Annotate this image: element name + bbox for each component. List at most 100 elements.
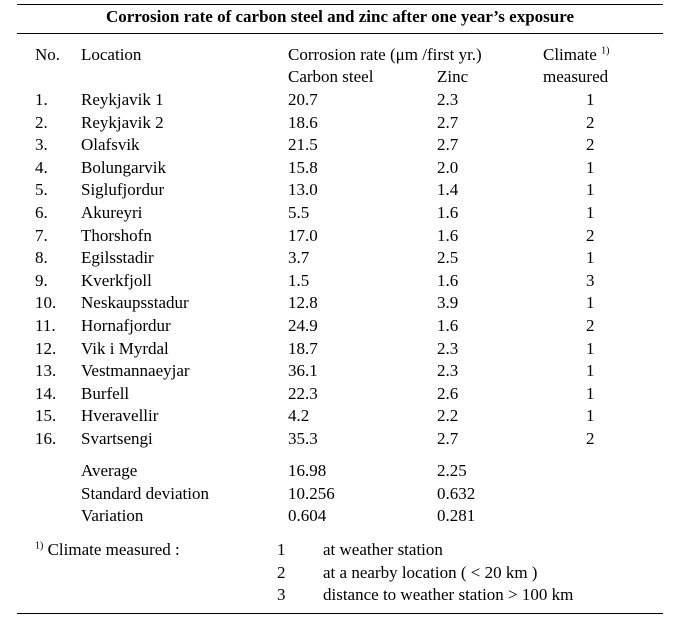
row-number: 14.	[35, 384, 57, 403]
header-climate-footnote-marker: 1)	[601, 45, 610, 57]
stat-label: Standard deviation	[81, 484, 209, 503]
row-carbon-steel: 36.1	[288, 361, 318, 380]
row-location: Vik i Myrdal	[81, 339, 169, 358]
row-zinc: 1.6	[437, 226, 459, 245]
row-number: 11.	[35, 316, 56, 335]
row-location: Bolungarvik	[81, 158, 166, 177]
table-title: Corrosion rate of carbon steel and zinc …	[105, 7, 575, 26]
row-zinc: 1.6	[437, 203, 459, 222]
footnote-item-number: 3	[277, 585, 286, 604]
row-climate: 3	[586, 271, 595, 290]
row-location: Egilsstadir	[81, 248, 154, 267]
row-carbon-steel: 15.8	[288, 158, 318, 177]
row-location: Kverkfjoll	[81, 271, 152, 290]
row-number: 5.	[35, 180, 48, 199]
row-carbon-steel: 3.7	[288, 248, 310, 267]
row-location: Burfell	[81, 384, 130, 403]
row-climate: 1	[586, 158, 595, 177]
row-climate: 2	[586, 429, 595, 448]
title-rule	[17, 33, 663, 34]
row-carbon-steel: 21.5	[288, 135, 318, 154]
row-carbon-steel: 18.6	[288, 113, 318, 132]
row-number: 1.	[35, 90, 48, 109]
row-location: Hornafjordur	[81, 316, 171, 335]
row-climate: 1	[586, 406, 595, 425]
header-carbon-steel: Carbon steel	[288, 67, 374, 86]
row-zinc: 2.3	[437, 339, 459, 358]
row-number: 6.	[35, 203, 48, 222]
stat-carbon-steel: 16.98	[288, 461, 327, 480]
footnote-item-number: 2	[277, 563, 286, 582]
row-number: 13.	[35, 361, 57, 380]
stat-zinc: 0.632	[437, 484, 476, 503]
stat-label: Variation	[81, 506, 144, 525]
footnote-label-text: Climate measured :	[47, 540, 180, 559]
row-zinc: 1.6	[437, 316, 459, 335]
row-zinc: 2.6	[437, 384, 459, 403]
row-location: Svartsengi	[81, 429, 153, 448]
header-climate-label: Climate	[543, 45, 597, 64]
footnote-item-description: at a nearby location ( < 20 km )	[323, 563, 538, 582]
footnote-item-description: distance to weather station > 100 km	[323, 585, 574, 604]
row-location: Reykjavik 2	[81, 113, 164, 132]
row-carbon-steel: 12.8	[288, 293, 318, 312]
header-zinc: Zinc	[437, 67, 469, 86]
row-number: 10.	[35, 293, 57, 312]
row-carbon-steel: 20.7	[288, 90, 318, 109]
row-carbon-steel: 4.2	[288, 406, 310, 425]
header-corrosion-rate: Corrosion rate (μm /first yr.)	[288, 45, 482, 64]
row-number: 12.	[35, 339, 57, 358]
footnote-label: 1) Climate measured :	[35, 539, 180, 561]
row-carbon-steel: 13.0	[288, 180, 318, 199]
bottom-rule	[17, 613, 663, 614]
row-number: 2.	[35, 113, 48, 132]
footnote-item-description: at weather station	[323, 540, 443, 559]
row-zinc: 2.2	[437, 406, 459, 425]
row-zinc: 2.7	[437, 113, 459, 132]
row-location: Olafsvik	[81, 135, 140, 154]
row-carbon-steel: 17.0	[288, 226, 318, 245]
row-climate: 1	[586, 293, 595, 312]
stat-label: Average	[81, 461, 138, 480]
row-zinc: 1.4	[437, 180, 459, 199]
header-measured: measured	[543, 67, 609, 86]
stat-carbon-steel: 0.604	[288, 506, 327, 525]
stat-zinc: 0.281	[437, 506, 476, 525]
row-number: 3.	[35, 135, 48, 154]
row-zinc: 2.7	[437, 429, 459, 448]
row-climate: 1	[586, 384, 595, 403]
row-number: 8.	[35, 248, 48, 267]
row-zinc: 2.3	[437, 361, 459, 380]
row-climate: 1	[586, 90, 595, 109]
row-zinc: 3.9	[437, 293, 459, 312]
row-climate: 1	[586, 339, 595, 358]
row-location: Vestmannaeyjar	[81, 361, 190, 380]
row-location: Siglufjordur	[81, 180, 165, 199]
row-climate: 2	[586, 113, 595, 132]
header-no: No.	[35, 45, 61, 64]
row-climate: 2	[586, 135, 595, 154]
row-carbon-steel: 22.3	[288, 384, 318, 403]
row-climate: 1	[586, 361, 595, 380]
stat-zinc: 2.25	[437, 461, 467, 480]
row-zinc: 1.6	[437, 271, 459, 290]
row-zinc: 2.7	[437, 135, 459, 154]
top-rule	[17, 4, 663, 5]
row-carbon-steel: 24.9	[288, 316, 318, 335]
row-number: 9.	[35, 271, 48, 290]
row-location: Akureyri	[81, 203, 143, 222]
header-climate: Climate 1)	[543, 44, 609, 66]
row-climate: 1	[586, 180, 595, 199]
row-zinc: 2.5	[437, 248, 459, 267]
footnote-marker: 1)	[35, 540, 44, 552]
row-number: 4.	[35, 158, 48, 177]
row-carbon-steel: 1.5	[288, 271, 310, 290]
row-zinc: 2.0	[437, 158, 459, 177]
stat-carbon-steel: 10.256	[288, 484, 335, 503]
row-climate: 1	[586, 248, 595, 267]
row-climate: 2	[586, 316, 595, 335]
row-carbon-steel: 35.3	[288, 429, 318, 448]
row-location: Reykjavik 1	[81, 90, 164, 109]
row-location: Thorshofn	[81, 226, 152, 245]
